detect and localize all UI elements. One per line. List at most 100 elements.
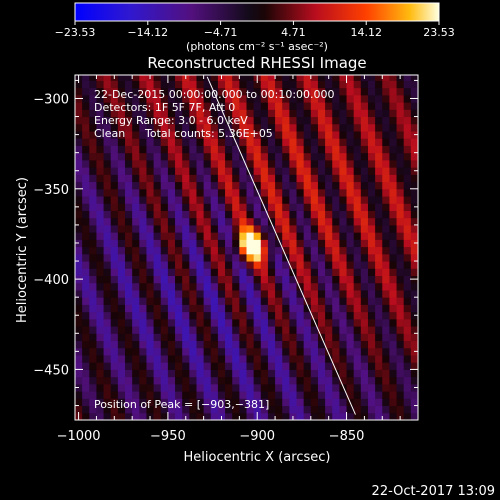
heatmap-cell [217,304,226,313]
heatmap-cell [282,398,290,407]
heatmap-cell [132,398,140,407]
heatmap-cell [282,210,290,219]
heatmap-cell [239,167,247,175]
heatmap-cell [339,239,348,248]
heatmap-cell [310,167,319,175]
heatmap-cell [325,123,333,132]
heatmap-cell [153,289,162,298]
heatmap-cell [110,268,119,276]
heatmap-cell [232,210,240,219]
heatmap-cell [117,196,126,204]
heatmap-cell [82,326,90,334]
heatmap-cell [382,152,390,161]
heatmap-cell [89,196,97,204]
heatmap-cell [310,159,319,168]
heatmap-cell [317,123,326,132]
heatmap-cell [303,203,312,211]
colorbar-tick-label: −14.12 [127,26,168,39]
heatmap-cell [160,75,169,81]
heatmap-cell [89,376,97,385]
heatmap-cell [189,268,197,276]
heatmap-cell [82,304,90,313]
heatmap-cell [260,282,269,291]
heatmap-cell [125,282,133,291]
heatmap-cell [375,405,383,414]
heatmap-cell [253,109,262,118]
heatmap-cell [389,268,398,276]
heatmap-cell [332,116,340,125]
heatmap-cell [310,369,319,378]
heatmap-cell [132,217,140,226]
heatmap-cell [103,109,112,118]
heatmap-cell [317,311,326,320]
heatmap-cell [332,152,340,161]
heatmap-cell [182,145,190,154]
heatmap-cell [353,383,362,392]
heatmap-cell [260,326,269,334]
heatmap-cell [239,326,247,334]
heatmap-cell [310,311,319,320]
heatmap-cell [153,405,162,414]
heatmap-cell [346,261,355,269]
heatmap-cell [82,297,90,305]
heatmap-cell [153,217,162,226]
heatmap-cell [160,116,169,125]
heatmap-cell [275,398,283,407]
heatmap-cell [289,354,298,363]
heatmap-cell [110,80,119,89]
heatmap-cell [146,297,155,305]
heatmap-cell [325,94,333,103]
heatmap-cell [325,383,333,392]
heatmap-cell [110,289,119,298]
heatmap-cell [382,123,390,132]
heatmap-cell [360,203,369,211]
heatmap-cell [303,80,312,89]
heatmap-cell [175,217,183,226]
heatmap-cell [189,102,197,110]
heatmap-cell [110,152,119,161]
heatmap-cell [225,282,233,291]
heatmap-cell [225,130,233,139]
heatmap-cell [103,261,112,269]
heatmap-cell [210,152,219,161]
heatmap-cell [389,326,398,334]
heatmap-cell [296,145,305,154]
heatmap-cell [339,304,348,313]
heatmap-cell [253,210,262,219]
heatmap-cell [232,391,240,399]
heatmap-cell [353,275,362,284]
heatmap-cell [160,289,169,298]
heatmap-cell [282,123,290,132]
heatmap-cell [132,362,140,370]
heatmap-cell [82,340,90,349]
heatmap-cell [360,398,369,407]
heatmap-cell [410,181,418,190]
heatmap-cell [160,253,169,262]
heatmap-cell [153,261,162,269]
heatmap-cell [396,239,405,248]
heatmap-cell [167,261,176,269]
heatmap-cell [182,311,190,320]
heatmap-cell [353,369,362,378]
heatmap-cell [217,369,226,378]
heatmap-cell [110,109,119,118]
heatmap-cell [382,246,390,255]
heatmap-cell [282,224,290,233]
heatmap-cell [89,304,97,313]
heatmap-cell [353,167,362,175]
heatmap-cell [146,253,155,262]
heatmap-cell [382,297,390,305]
heatmap-cell [110,391,119,399]
heatmap-cell [253,181,262,190]
heatmap-cell [146,159,155,168]
heatmap-cell [303,116,312,125]
heatmap-cell [96,333,105,342]
heatmap-cell [317,145,326,154]
annotation-method: Clean [94,127,125,140]
heatmap-cell [210,369,219,378]
heatmap-cell [110,217,119,226]
heatmap-cell [367,159,376,168]
heatmap-cell [96,318,105,327]
heatmap-cell [89,145,97,154]
heatmap-cell [353,188,362,197]
